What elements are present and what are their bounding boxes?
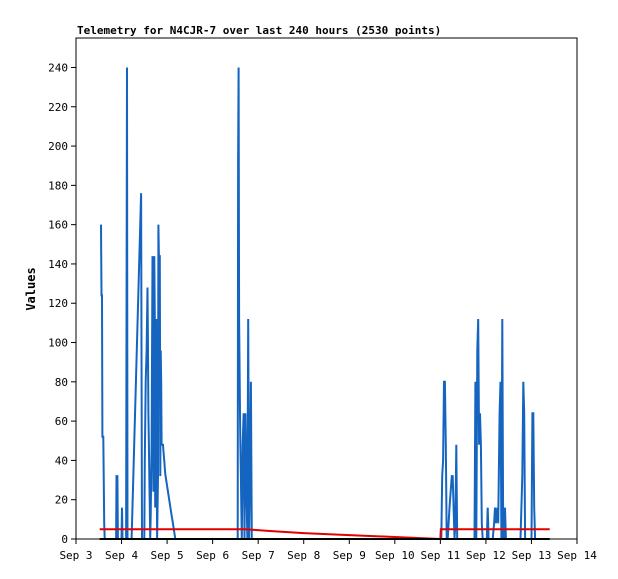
y-tick-label: 140 [48, 258, 68, 271]
series-line-2 [99, 528, 550, 541]
y-axis: 0 20 40 60 80 100 120 140 160 180 200 220 240 [48, 61, 76, 546]
series-line-1 [100, 67, 548, 540]
y-tick-label: 160 [48, 219, 68, 232]
x-tick-label: Sep 4 [105, 549, 138, 562]
y-tick-label: 40 [55, 454, 68, 467]
y-tick-label: 200 [48, 140, 68, 153]
y-tick-label: 240 [48, 61, 68, 74]
x-tick-label: Sep 11 [420, 549, 460, 562]
y-tick-label: 80 [55, 376, 68, 389]
y-tick-label: 220 [48, 101, 68, 114]
y-tick-label: 120 [48, 297, 68, 310]
x-tick-label: Sep 13 [512, 549, 552, 562]
y-tick-label: 20 [55, 494, 68, 507]
x-tick-label: Sep 7 [242, 549, 275, 562]
x-tick-label: Sep 14 [557, 549, 597, 562]
x-tick-label: Sep 12 [466, 549, 506, 562]
x-tick-label: Sep 10 [375, 549, 415, 562]
chart-title: Telemetry for N4CJR-7 over last 240 hour… [77, 24, 442, 37]
series-layer [99, 67, 550, 541]
y-tick-label: 100 [48, 337, 68, 350]
x-tick-label: Sep 9 [333, 549, 366, 562]
y-tick-label: 0 [61, 533, 68, 546]
x-axis: Sep 3 Sep 4 Sep 5 Sep 6 Sep 7 Sep 8 Sep 9 Sep 1… [59, 539, 597, 562]
y-axis-label: Values [24, 267, 38, 310]
y-tick-label: 60 [55, 415, 68, 428]
x-tick-label: Sep 5 [151, 549, 184, 562]
x-tick-label: Sep 3 [59, 549, 92, 562]
x-tick-label: Sep 6 [196, 549, 229, 562]
x-tick-label: Sep 8 [287, 549, 320, 562]
y-tick-label: 180 [48, 179, 68, 192]
